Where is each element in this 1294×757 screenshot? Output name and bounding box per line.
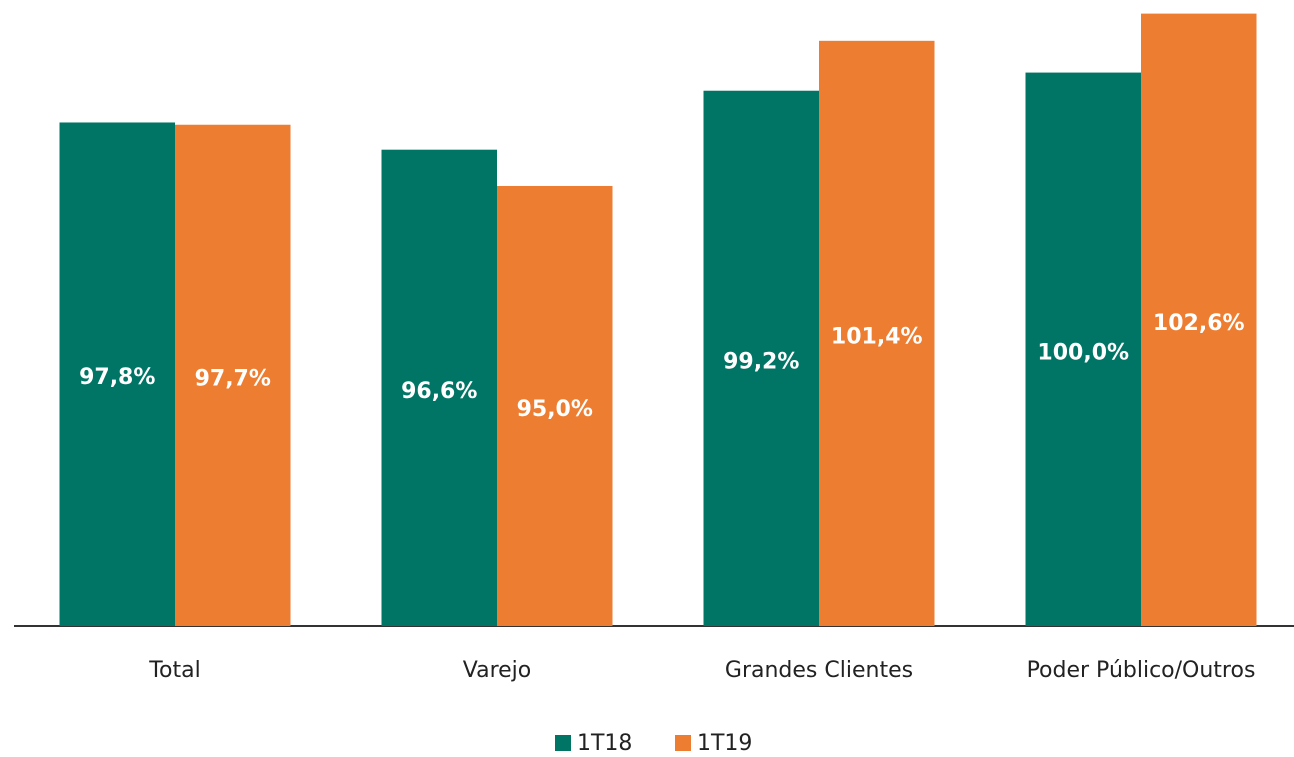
data-label: 100,0% — [1037, 340, 1129, 365]
x-tick-label: Grandes Clientes — [725, 658, 913, 683]
bar — [703, 90, 819, 627]
data-label: 96,6% — [401, 379, 477, 404]
data-label: 102,6% — [1153, 311, 1245, 336]
data-label: 97,8% — [79, 365, 155, 390]
bar — [819, 40, 935, 626]
data-label: 95,0% — [517, 397, 593, 422]
legend-label: 1T19 — [697, 731, 752, 756]
bar — [1025, 72, 1141, 626]
legend-swatch — [555, 735, 571, 751]
legend-label: 1T18 — [577, 731, 632, 756]
x-tick-label: Varejo — [463, 658, 532, 683]
bar — [175, 124, 291, 627]
bar — [381, 149, 497, 626]
legend-swatch — [675, 735, 691, 751]
bar — [497, 185, 613, 626]
data-label: 97,7% — [195, 366, 271, 391]
data-label: 101,4% — [831, 324, 923, 349]
x-tick-label: Total — [148, 658, 200, 683]
bar — [59, 122, 175, 626]
bar — [1141, 13, 1257, 626]
data-label: 99,2% — [723, 349, 799, 374]
x-tick-label: Poder Público/Outros — [1027, 658, 1256, 683]
